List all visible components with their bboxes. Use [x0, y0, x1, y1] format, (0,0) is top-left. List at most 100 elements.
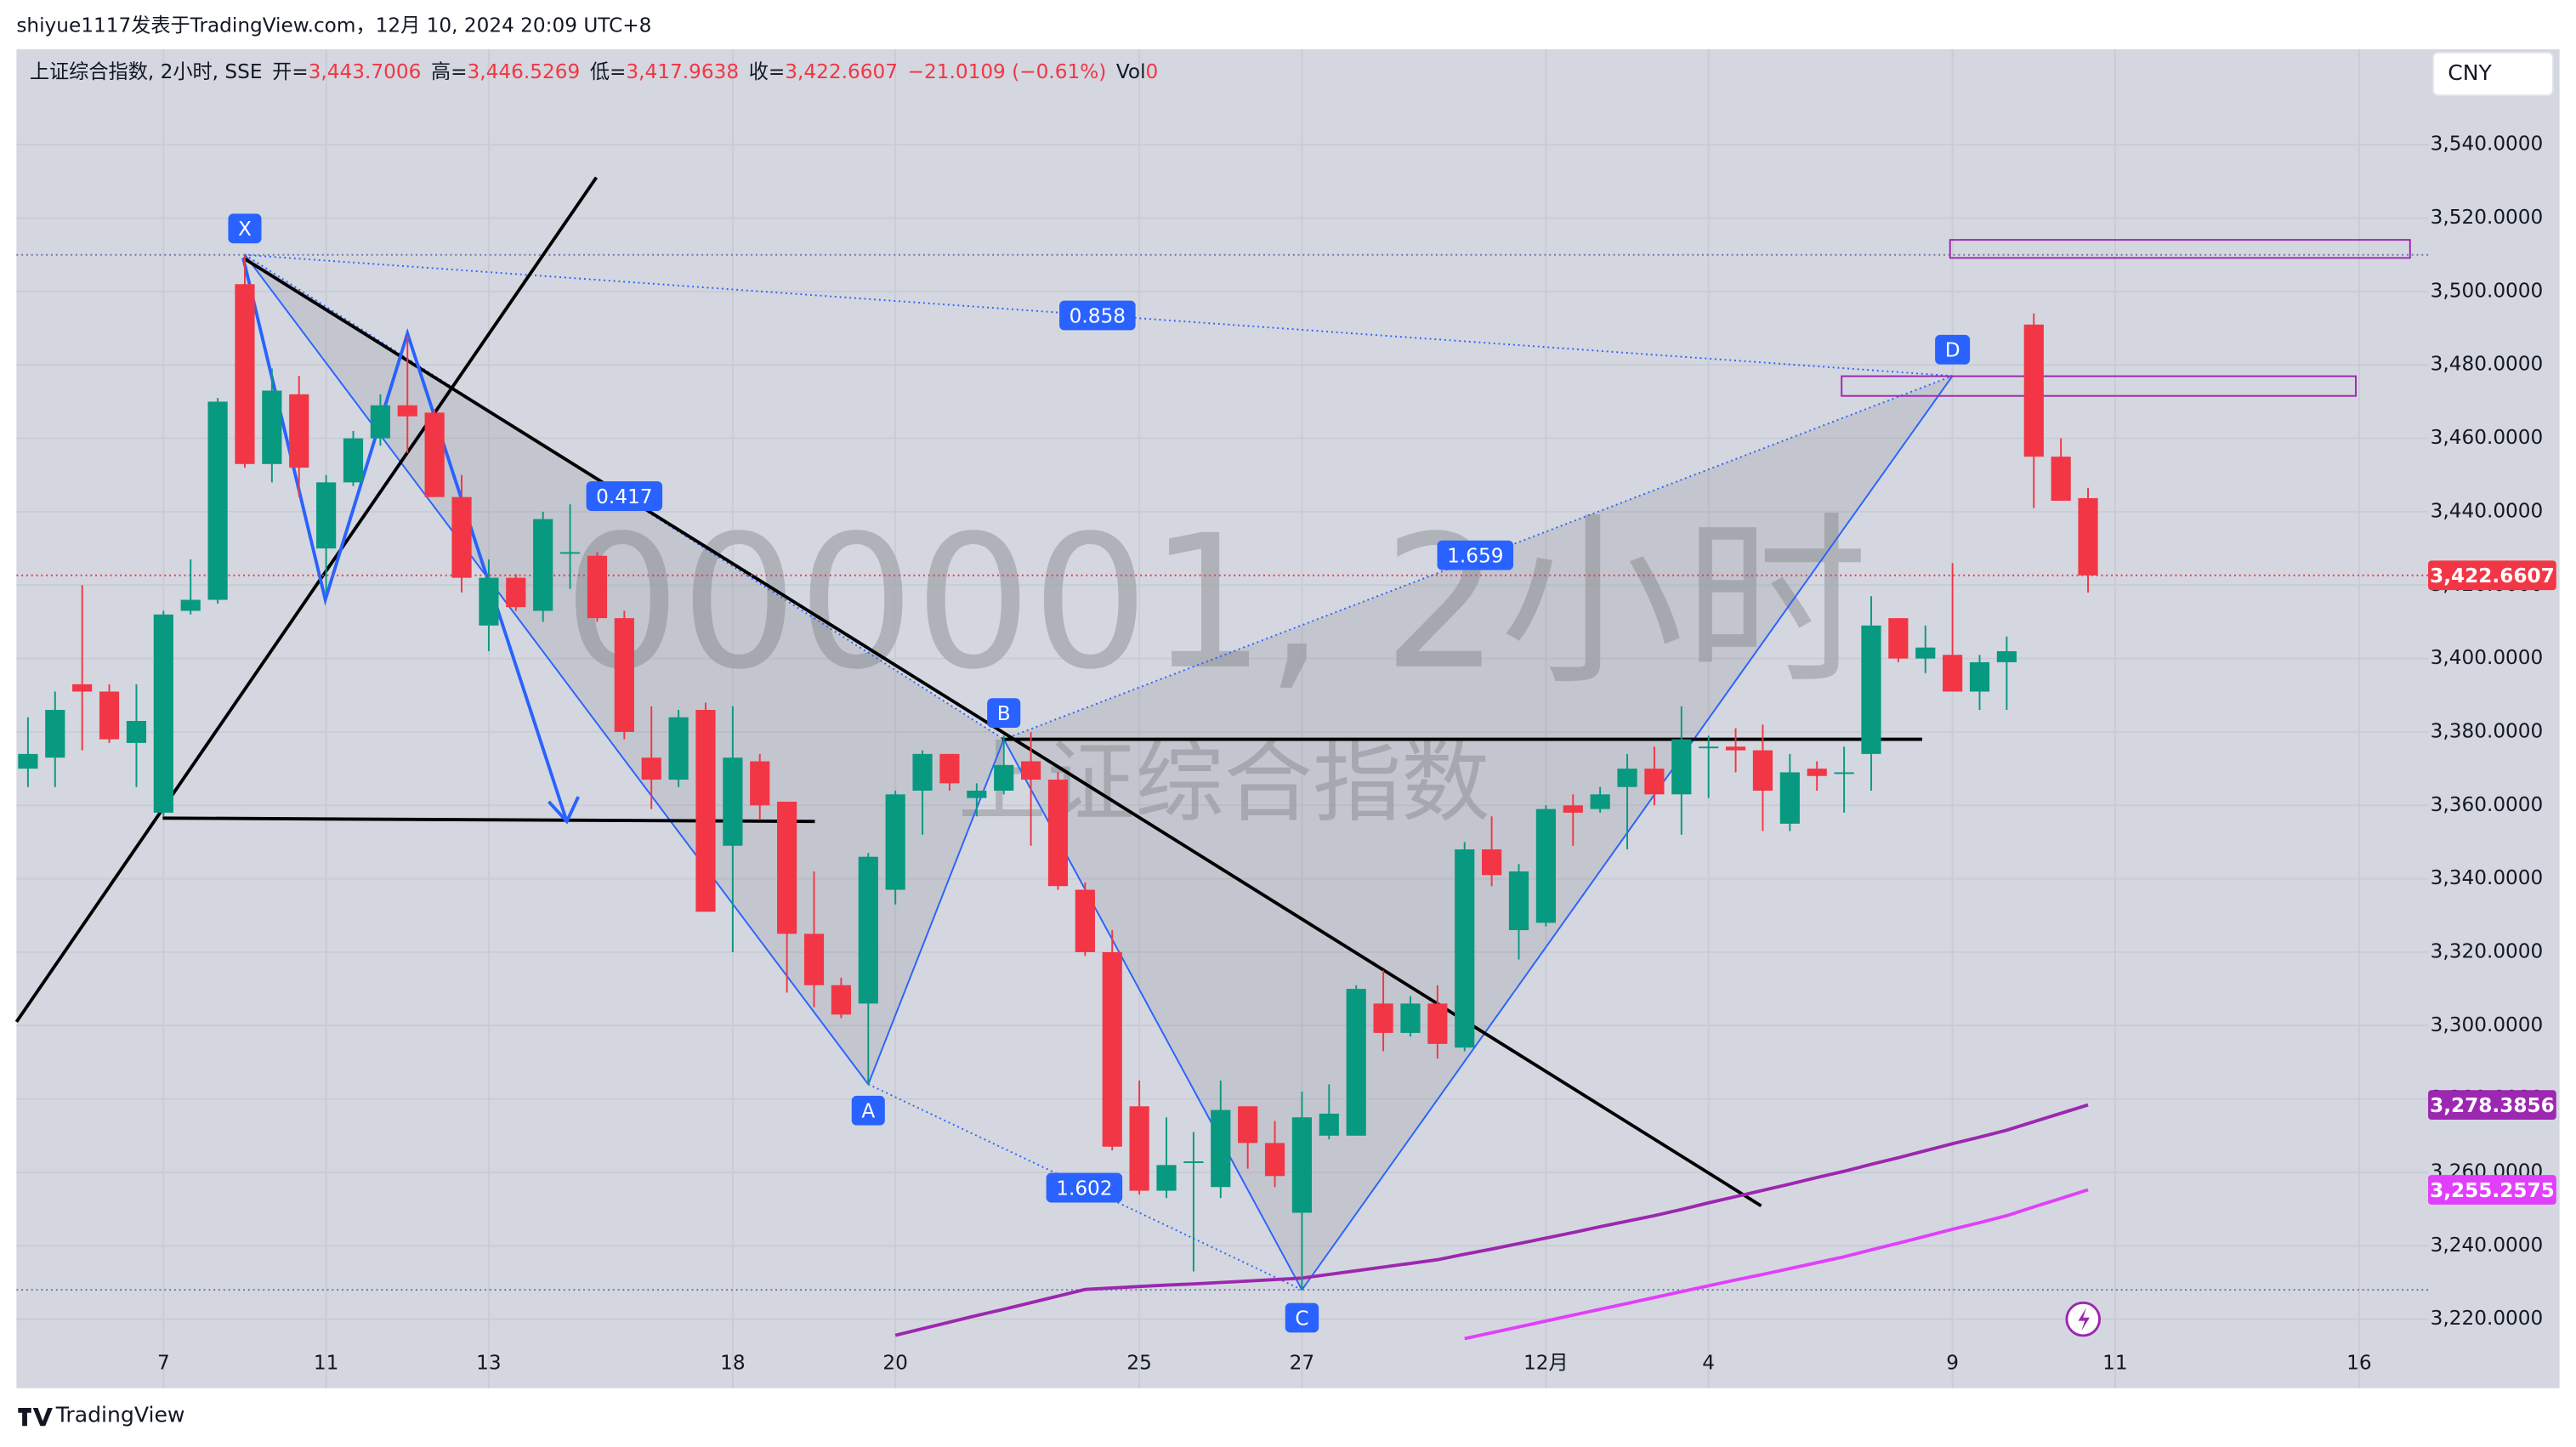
candle-body — [614, 618, 634, 732]
currency-button[interactable] — [2431, 51, 2554, 97]
candle-body — [262, 390, 282, 464]
pattern-ratio-label-text: 1.602 — [1056, 1177, 1112, 1200]
x-tick-label: 16 — [2346, 1351, 2372, 1374]
candle-body — [343, 438, 364, 483]
candle-body — [587, 555, 608, 619]
price-label-box — [2428, 1090, 2556, 1121]
change: −21.0109 (−0.61%) — [908, 60, 1107, 83]
candle-body — [451, 497, 472, 578]
path-arrow — [241, 257, 569, 822]
candle-body — [424, 412, 445, 497]
y-tick-label: 3,440.0000 — [2431, 499, 2544, 522]
candle-body — [1102, 951, 1122, 1147]
candle-body — [1535, 809, 1556, 923]
candle-body — [1644, 769, 1665, 795]
y-tick-label: 3,240.0000 — [2431, 1234, 2544, 1257]
ma-line — [894, 1103, 2089, 1337]
candle-body — [1291, 1117, 1313, 1213]
candle-body — [1725, 746, 1746, 751]
candle-body — [1020, 761, 1041, 780]
candle-body — [803, 933, 825, 985]
x-tick-label: 4 — [1702, 1351, 1715, 1374]
y-tick-label: 3,540.0000 — [2431, 133, 2544, 156]
alert-icon[interactable] — [2065, 1301, 2102, 1337]
y-tick-label: 3,360.0000 — [2431, 793, 2544, 816]
candle-body — [18, 753, 38, 769]
pattern-point-label-text: D — [1945, 339, 1960, 362]
x-tick-label: 7 — [157, 1351, 170, 1374]
candle-body — [316, 482, 337, 549]
price-label-box — [2428, 560, 2556, 591]
candle-body — [1807, 769, 1827, 776]
pattern-point-label: B — [987, 698, 1021, 729]
pattern-point-label-text: A — [861, 1100, 875, 1123]
candle-body — [1888, 618, 1909, 659]
y-tick-label: 3,320.0000 — [2431, 939, 2544, 962]
candle-body — [1129, 1106, 1149, 1191]
plot — [18, 254, 2098, 1341]
candle-body — [1563, 805, 1583, 813]
candle-body — [1996, 650, 2017, 662]
candle-body — [885, 794, 905, 890]
y-tick-label: 3,300.0000 — [2431, 1013, 2544, 1036]
candle-body — [506, 577, 526, 608]
zone-box — [1949, 239, 2411, 259]
x-tick-label: 13 — [476, 1351, 502, 1374]
candle-body — [72, 684, 93, 692]
candle-body — [939, 753, 960, 784]
candle-body — [559, 552, 581, 554]
candle-body — [695, 710, 716, 912]
candle-body — [153, 614, 173, 813]
candle-body — [1482, 849, 1502, 876]
candle-body — [1508, 871, 1529, 931]
x-tick-label: 12月 — [1523, 1351, 1569, 1374]
x-tick-label: 20 — [882, 1351, 908, 1374]
candle-body — [1915, 647, 1936, 659]
candle-body — [1699, 746, 1719, 749]
candle-body — [45, 710, 65, 758]
alert-icon-bolt — [2078, 1308, 2090, 1331]
pattern-ratio-label-box — [1437, 540, 1514, 570]
tv-logo — [18, 1408, 53, 1427]
overlays: 3,220.00003,240.00003,260.00003,280.0000… — [157, 133, 2556, 1374]
pattern-ratio-line — [244, 253, 1005, 741]
pattern-ratio-label: 0.417 — [586, 481, 663, 511]
candle-body — [180, 599, 201, 611]
candle-body — [994, 764, 1014, 792]
candle-body — [1455, 849, 1475, 1048]
candle-body — [831, 985, 851, 1015]
candle-body — [777, 801, 797, 934]
currency[interactable]: CNY — [2448, 60, 2492, 85]
candle-body — [1427, 1003, 1448, 1044]
y-tick-label: 3,400.0000 — [2431, 646, 2544, 669]
candle-body — [723, 758, 743, 846]
pattern-ratio-label-text: 1.659 — [1447, 545, 1503, 568]
y-tick-label: 3,220.0000 — [2431, 1307, 2544, 1330]
pattern-point-label-box — [1285, 1302, 1319, 1333]
y-tick-label: 3,480.0000 — [2431, 353, 2544, 376]
candle-body — [1319, 1113, 1339, 1136]
pattern-ratio-label: 1.659 — [1437, 540, 1514, 570]
ohlc-value: 3,446.5269 — [468, 60, 581, 83]
ohlc-name: 高= — [431, 60, 468, 83]
pattern-point-label-box — [228, 213, 262, 244]
ohlc-name: 开= — [272, 60, 309, 83]
candle-body — [1834, 772, 1854, 775]
candle-body — [1969, 661, 1990, 692]
y-tick-label: 3,460.0000 — [2431, 426, 2544, 449]
legend-header: 上证综合指数, 2小时, SSE 开=3,443.7006 高=3,446.5269… — [30, 60, 1158, 83]
pattern-ratio-label-box — [586, 481, 663, 511]
pattern-point-label-box — [987, 698, 1021, 729]
candle-body — [235, 284, 255, 464]
chart-pane — [16, 48, 2560, 1388]
pattern-point-label-text: B — [997, 702, 1011, 725]
publisher-line: shiyue1117发表于TradingView.com，12月 10, 202… — [16, 14, 651, 37]
pattern-ratio-line — [867, 1083, 1302, 1291]
x-tick-label: 11 — [314, 1351, 339, 1374]
price-label: 3,422.6607 — [2430, 565, 2555, 587]
pattern-point-label: A — [851, 1095, 885, 1126]
pattern-ratio-label: 0.858 — [1059, 300, 1136, 331]
ohlc-value: 3,422.6607 — [785, 60, 898, 83]
